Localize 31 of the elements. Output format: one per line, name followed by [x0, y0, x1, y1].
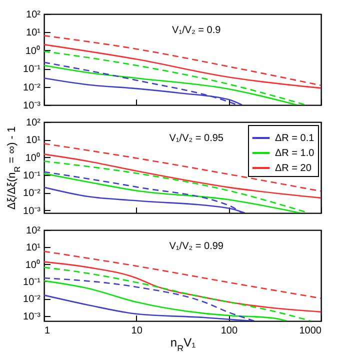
y-tick-label: 10⁻¹ — [23, 277, 42, 288]
y-tick-label: 10⁻³ — [23, 100, 42, 112]
y-tick-label: 10⁰ — [25, 258, 40, 271]
y-tick-label: 10⁻³ — [23, 206, 42, 217]
y-tick-label: 10⁻¹ — [23, 64, 42, 76]
y-tick-label: 10¹ — [26, 242, 42, 254]
y-tick-label: 10⁻¹ — [23, 170, 42, 182]
y-tick-label: 10⁰ — [25, 152, 40, 164]
line-series — [44, 142, 321, 192]
y-tick-label: 10² — [26, 118, 42, 128]
y-tick-label: 10¹ — [26, 28, 42, 39]
annotation: V₁/V₂ = 0.99 — [169, 241, 224, 252]
y-tick-label: 10⁻² — [23, 188, 42, 200]
y-tick-label: 10¹ — [26, 135, 42, 146]
annotation: V₁/V₂ = 0.95 — [169, 133, 224, 144]
y-tick-label: 10⁻² — [23, 82, 42, 94]
y-tick-label: 10⁻² — [23, 294, 42, 306]
y-tick-label: 10² — [26, 226, 42, 236]
line-series — [44, 250, 321, 299]
legend-label: ΔR = 20 — [275, 163, 312, 174]
x-tick-label: 10 — [131, 326, 143, 336]
legend-label: ΔR = 1.0 — [275, 148, 315, 159]
annotation: V₁/V₂ = 0.9 — [172, 25, 222, 36]
line-series — [44, 34, 321, 86]
x-tick-label: 100 — [220, 326, 238, 336]
y-tick-label: 10⁻³ — [23, 311, 42, 322]
y-tick-label: 10⁰ — [25, 44, 40, 57]
legend-label: ΔR = 0.1 — [275, 133, 315, 144]
x-tick-label: 1000 — [299, 326, 322, 336]
y-tick-label: 10² — [26, 10, 42, 20]
x-tick-label: 1 — [44, 326, 50, 336]
